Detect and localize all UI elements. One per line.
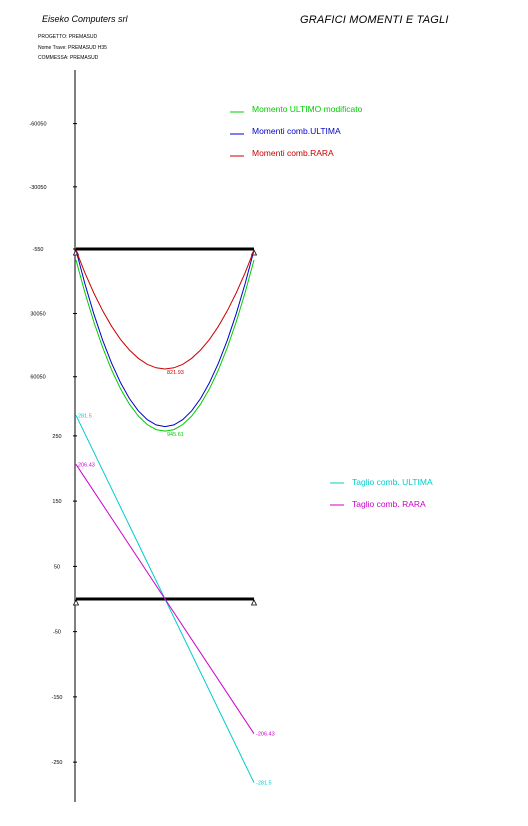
moment-tick-label: -60050 (29, 122, 46, 128)
shear-data-label: -281.5 (256, 781, 272, 787)
shear-data-label: -206.43 (256, 732, 275, 738)
beam-name-line: Nome Trave: PREMASUD H35 (38, 45, 107, 51)
moment-tick-label: 60050 (30, 375, 45, 381)
left-support-icon (72, 599, 80, 606)
legend-entry: Taglio comb. RARA (352, 499, 426, 509)
shear-tick-label: -50 (53, 630, 61, 636)
shear-tick-label: -250 (51, 760, 62, 766)
shear-series-line-2 (75, 464, 255, 734)
legend-entry: Momento ULTIMO modificato (252, 104, 363, 114)
moment-series-line-3 (75, 250, 255, 370)
page-title: GRAFICI MOMENTI E TAGLI (300, 14, 449, 26)
shear-tick-label: 150 (52, 499, 61, 505)
legend-entry: Taglio comb. ULTIMA (352, 477, 433, 487)
shear-data-label: 281.5 (78, 413, 92, 419)
company-name: Eiseko Computers srl (42, 14, 128, 24)
order-line: COMMESSA: PREMASUD (38, 55, 99, 61)
moment-tick-label: 30050 (30, 312, 45, 318)
shear-tick-label: -150 (51, 695, 62, 701)
shear-data-label: 206.43 (78, 462, 95, 468)
shear-tick-label: 50 (54, 564, 60, 570)
moment-series-line-1 (75, 259, 255, 432)
shear-tick-label: 250 (52, 434, 61, 440)
project-line: PROGETTO: PREMASUD (38, 34, 98, 40)
moment-series-line-2 (75, 250, 255, 428)
moment-data-label: 821.93 (167, 370, 184, 376)
moment-tick-label: -30050 (29, 185, 46, 191)
legend-entry: Momenti comb.ULTIMA (252, 126, 341, 136)
legend-entry: Momenti comb.RARA (252, 148, 334, 158)
moment-data-label: 945.61 (167, 432, 184, 438)
moment-tick-label: -550 (32, 247, 43, 253)
right-support-icon (250, 599, 258, 606)
